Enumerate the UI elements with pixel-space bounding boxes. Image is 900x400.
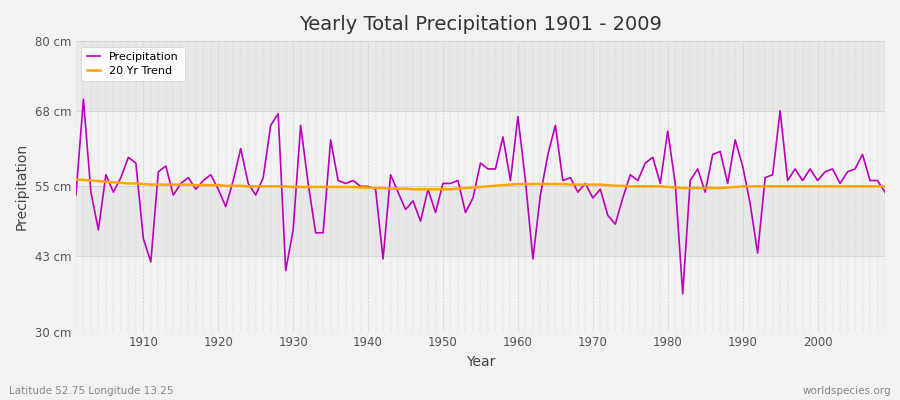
Legend: Precipitation, 20 Yr Trend: Precipitation, 20 Yr Trend <box>82 47 184 81</box>
Line: Precipitation: Precipitation <box>76 99 885 294</box>
Text: Latitude 52.75 Longitude 13.25: Latitude 52.75 Longitude 13.25 <box>9 386 174 396</box>
Precipitation <box>610 222 621 226</box>
Precipitation <box>138 236 148 241</box>
Bar <box>76 186 885 256</box>
Precipitation <box>347 178 358 183</box>
Precipitation <box>70 193 81 198</box>
20 Yr Trend <box>295 184 306 189</box>
20 Yr Trend <box>408 187 418 192</box>
Y-axis label: Precipitation: Precipitation <box>15 143 29 230</box>
20 Yr Trend <box>130 181 141 186</box>
20 Yr Trend <box>610 183 621 188</box>
20 Yr Trend <box>512 182 523 186</box>
X-axis label: Year: Year <box>466 355 495 369</box>
Text: worldspecies.org: worldspecies.org <box>803 386 891 396</box>
Precipitation <box>302 181 313 186</box>
Precipitation <box>78 97 89 102</box>
20 Yr Trend <box>70 177 81 182</box>
Precipitation <box>879 190 890 194</box>
Precipitation <box>512 114 523 119</box>
Bar <box>76 41 885 111</box>
Precipitation <box>520 178 531 183</box>
20 Yr Trend <box>520 182 531 186</box>
Precipitation <box>678 292 688 296</box>
20 Yr Trend <box>879 184 890 189</box>
Title: Yearly Total Precipitation 1901 - 2009: Yearly Total Precipitation 1901 - 2009 <box>299 15 662 34</box>
Line: 20 Yr Trend: 20 Yr Trend <box>76 179 885 189</box>
20 Yr Trend <box>340 184 351 189</box>
